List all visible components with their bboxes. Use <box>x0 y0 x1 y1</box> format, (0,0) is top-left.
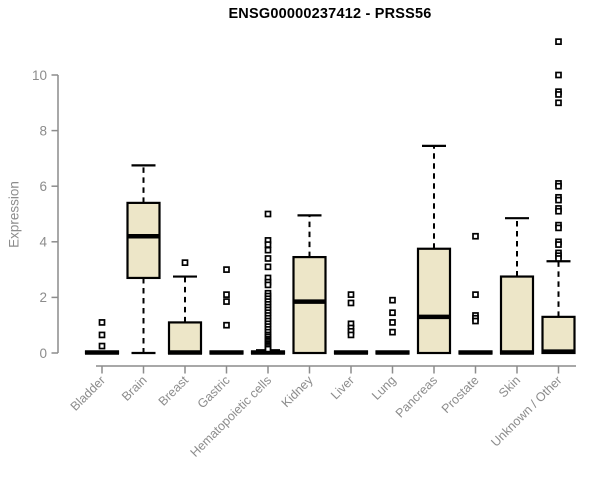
outlier-point <box>181 259 189 266</box>
outlier-point <box>389 319 396 326</box>
outlier-point <box>347 291 355 298</box>
outlier-point <box>223 266 230 273</box>
outlier-point <box>264 345 272 353</box>
outlier-point <box>98 319 106 326</box>
x-tick-label: Brain <box>119 373 150 404</box>
y-tick-label: 6 <box>39 179 47 194</box>
x-tick-label: Skin <box>496 373 523 400</box>
outlier-point <box>555 255 562 262</box>
outlier-point <box>555 207 562 215</box>
x-tick-label: Kidney <box>279 373 316 410</box>
outlier-point <box>555 91 562 98</box>
y-tick-label: 10 <box>32 68 47 83</box>
x-tick-label: Pancreas <box>393 373 440 420</box>
outlier-point <box>223 298 230 305</box>
y-tick-label: 0 <box>39 346 47 361</box>
box-pancreas <box>416 247 452 355</box>
outlier-point <box>98 331 106 339</box>
outlier-point <box>264 263 272 271</box>
y-tick-label: 8 <box>39 123 47 138</box>
box-kidney <box>292 255 327 355</box>
outlier-point <box>472 291 479 298</box>
outlier-point <box>347 331 355 339</box>
outlier-point <box>555 241 562 248</box>
x-tick-label: Gastric <box>195 373 233 411</box>
outlier-point <box>264 246 272 254</box>
outlier-point <box>389 296 396 304</box>
x-tick-label: Breast <box>156 373 192 409</box>
chart-title: ENSG00000237412 - PRSS56 <box>228 6 432 22</box>
outlier-point <box>555 38 562 45</box>
outlier-point <box>264 255 272 262</box>
outlier-point <box>555 71 562 79</box>
outlier-point <box>98 342 106 350</box>
outlier-point <box>555 196 562 204</box>
box-breast <box>167 321 203 355</box>
outlier-point <box>264 210 272 218</box>
outlier-point <box>347 299 355 307</box>
x-tick-label: Unknown / Other <box>488 373 564 449</box>
y-tick-label: 2 <box>39 290 47 305</box>
x-tick-label: Lung <box>369 373 399 403</box>
outlier-point <box>555 224 562 232</box>
box-unknown-other <box>541 315 576 355</box>
outlier-point <box>223 321 230 329</box>
outlier-point <box>555 182 562 190</box>
box-brain <box>126 201 161 280</box>
outlier-point <box>472 232 479 240</box>
y-tick-label: 4 <box>39 235 47 250</box>
outlier-point <box>223 291 230 298</box>
outlier-point <box>555 99 562 107</box>
x-tick-label: Hematopoietic cells <box>188 373 275 460</box>
x-tick-label: Prostate <box>439 373 482 416</box>
outlier-point <box>389 309 396 317</box>
outlier-point <box>264 241 272 248</box>
box-skin <box>499 275 535 355</box>
outlier-point <box>389 328 396 336</box>
outlier-point <box>472 317 479 325</box>
x-tick-label: Liver <box>328 373 357 402</box>
x-tick-label: Bladder <box>68 373 108 413</box>
outlier-point <box>264 281 272 289</box>
